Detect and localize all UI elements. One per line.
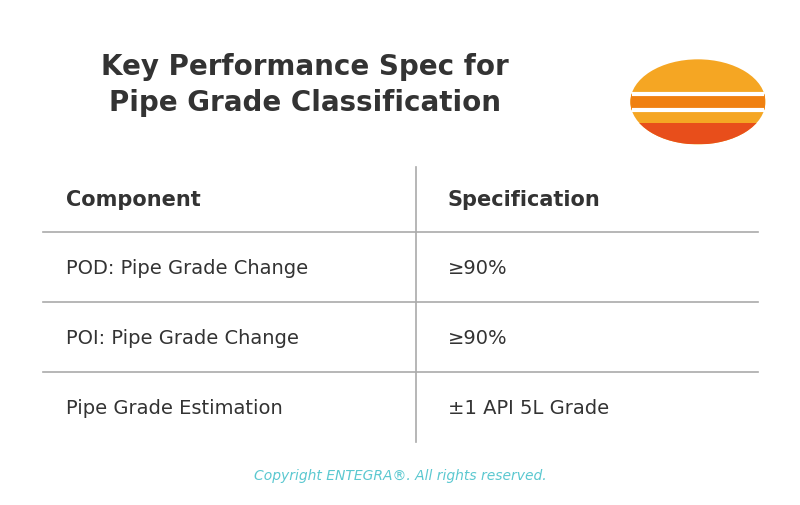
Text: Key Performance Spec for
Pipe Grade Classification: Key Performance Spec for Pipe Grade Clas…: [101, 53, 509, 116]
Bar: [630, 124, 766, 145]
Text: ≥90%: ≥90%: [448, 328, 507, 347]
Text: Copyright ENTEGRA®. All rights reserved.: Copyright ENTEGRA®. All rights reserved.: [254, 468, 546, 482]
Circle shape: [630, 60, 766, 145]
Text: Specification: Specification: [448, 190, 601, 210]
Text: Component: Component: [66, 190, 201, 210]
Text: ≥90%: ≥90%: [448, 258, 507, 277]
Text: ±1 API 5L Grade: ±1 API 5L Grade: [448, 398, 609, 417]
Text: Pipe Grade Estimation: Pipe Grade Estimation: [66, 398, 283, 417]
Text: POD: Pipe Grade Change: POD: Pipe Grade Change: [66, 258, 309, 277]
Bar: [630, 95, 766, 111]
Text: POI: Pipe Grade Change: POI: Pipe Grade Change: [66, 328, 299, 347]
